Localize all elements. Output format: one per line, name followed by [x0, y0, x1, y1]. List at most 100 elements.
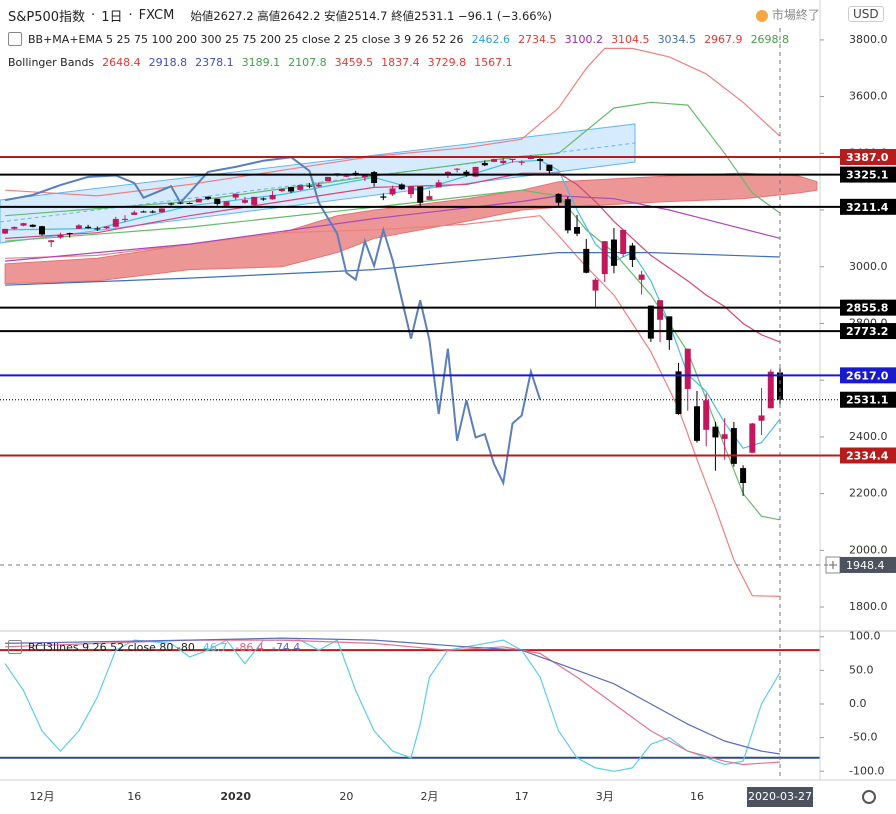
candle-body — [306, 185, 313, 187]
legend-text: BB+MA+EMA 5 25 75 100 200 300 25 75 200 … — [28, 32, 464, 46]
candle-body — [260, 198, 267, 200]
crosshair-label: 1948.4 — [846, 559, 885, 572]
indicator-line — [5, 252, 781, 286]
y-tick-label: 3800.0 — [849, 33, 888, 46]
candle-body — [509, 158, 516, 160]
candle-body — [583, 248, 590, 273]
legend-value: 1567.1 — [474, 56, 513, 69]
candle-body — [574, 227, 581, 234]
y-tick-label: 3600.0 — [849, 90, 888, 103]
candle-body — [168, 203, 175, 205]
candle-body — [158, 208, 165, 213]
legend-value: 46.7 — [202, 640, 228, 654]
candle-body — [777, 372, 783, 400]
candle-body — [730, 428, 737, 464]
candle-body — [472, 166, 479, 177]
legend-value: 2698.8 — [750, 32, 790, 46]
price-label: 2617.0 — [846, 369, 889, 382]
candle-body — [610, 239, 617, 266]
ohlc-value: 2514.7 — [347, 8, 388, 23]
x-tick-label: 2020-03-27 — [748, 790, 812, 803]
rci-line — [5, 639, 781, 766]
indicator-line — [5, 172, 781, 343]
legend-row: Bollinger Bands 2648.4 2918.8 2378.1 3189.1 2… — [8, 56, 513, 69]
candle-body — [361, 174, 368, 178]
candle-body — [758, 415, 765, 421]
candle-body — [343, 175, 350, 177]
candle-body — [463, 171, 470, 174]
candle-body — [684, 348, 691, 389]
candle-body — [629, 245, 636, 260]
candle-body — [66, 233, 73, 235]
legend-value: 2648.4 — [102, 56, 141, 69]
candle-body — [131, 212, 138, 215]
candle-body — [2, 228, 9, 234]
market-status[interactable]: 市場終了 — [756, 6, 820, 23]
legend-value: 2378.1 — [195, 56, 234, 69]
ohlc: 始値2627.2 高値2642.2 安値2514.7 終値2531.1 −96.… — [190, 8, 552, 24]
candle-body — [232, 193, 239, 198]
legend-value: 3104.5 — [611, 32, 650, 46]
y-tick-label: 3000.0 — [849, 260, 888, 273]
price-label: 2855.8 — [846, 302, 888, 315]
x-tick-label: 12月 — [30, 790, 55, 803]
price-label-bg — [840, 166, 896, 183]
candle-body — [454, 168, 461, 170]
candle-body — [94, 228, 101, 230]
candle-body — [693, 406, 700, 441]
y-tick-label: -50.0 — [849, 731, 877, 744]
candle-body — [112, 218, 119, 227]
crosshair-label-bg — [840, 556, 896, 573]
indicator-line — [5, 159, 781, 449]
interval[interactable]: 1日 — [101, 10, 123, 25]
x-tick-label: 20 — [339, 790, 353, 803]
candle-body — [389, 188, 396, 195]
candle-body — [57, 234, 64, 238]
ichimoku-cloud — [4, 172, 818, 285]
y-tick-label: 2000.0 — [849, 543, 888, 556]
candle-body — [186, 202, 193, 204]
legend-row: RCI3lines 9 26 52 close 80 -80 46.7 -86.4-… — [8, 640, 300, 654]
currency-button[interactable]: USD — [848, 6, 884, 22]
x-tick-label: 16 — [690, 790, 704, 803]
x-tick-label: 16 — [127, 790, 141, 803]
candle-body — [288, 187, 295, 192]
x-tick-label: 2月 — [420, 790, 438, 803]
y-tick-label: 2200.0 — [849, 487, 888, 500]
indicator-line — [5, 101, 781, 217]
candle-body — [620, 229, 627, 254]
candle-body — [435, 182, 442, 188]
ohlc-value: 2531.1 — [414, 8, 455, 23]
legend-value: 3729.8 — [427, 56, 467, 69]
plot — [0, 47, 820, 772]
candle-body — [601, 241, 608, 275]
price-label-bg — [840, 367, 896, 384]
legend-value: 3034.5 — [657, 32, 697, 46]
candle-body — [103, 226, 110, 229]
legend-value: 3459.5 — [334, 56, 374, 69]
legend-value: 2462.6 — [471, 32, 511, 46]
legend-value: 1837.4 — [381, 56, 420, 69]
candle-body — [408, 186, 414, 195]
candle-body — [278, 188, 285, 192]
price-label-bg — [840, 299, 896, 316]
indicator-line — [4, 156, 542, 487]
ohlc-label: 安値 — [324, 8, 348, 23]
x-tick-label: 2020 — [220, 790, 251, 803]
candle-body — [767, 371, 774, 409]
y-tick-label: 1800.0 — [849, 600, 888, 613]
legend-text: RCI3lines 9 26 52 close 80 -80 — [28, 640, 195, 654]
y-tick-label: 0.0 — [849, 697, 867, 710]
settings-icon[interactable] — [862, 790, 876, 804]
collapse-icon — [8, 640, 22, 654]
candle-body — [297, 185, 304, 190]
price-label: 3325.1 — [846, 169, 888, 182]
rci-line — [4, 639, 781, 772]
candle-body — [214, 198, 221, 205]
legend-value: 2734.5 — [518, 32, 557, 46]
candle-body — [223, 201, 230, 206]
price-label-bg — [840, 391, 896, 408]
ohlc-label: 始値 — [190, 8, 214, 23]
